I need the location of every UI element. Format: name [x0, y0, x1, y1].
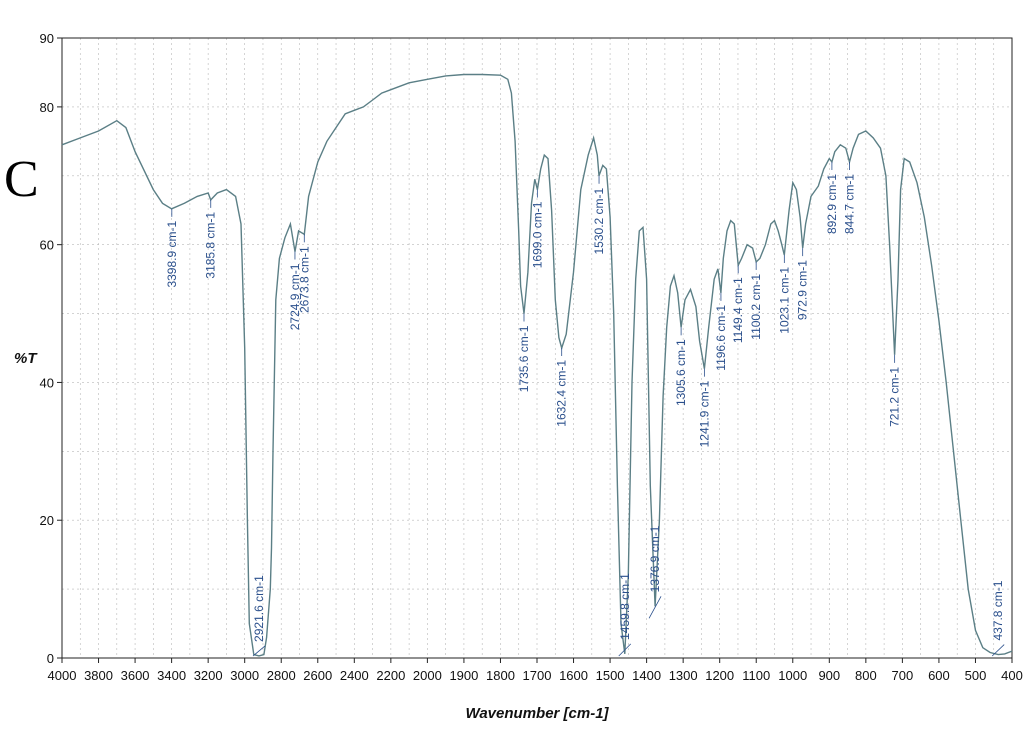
peak-marker: [648, 596, 662, 619]
x-tick-label: 1300: [669, 668, 698, 683]
peak-label: 1100.2 cm-1: [749, 274, 763, 340]
y-tick-label: 60: [40, 238, 54, 253]
x-tick-label: 3200: [194, 668, 223, 683]
x-tick-label: 2800: [267, 668, 296, 683]
peak-marker: [618, 643, 632, 657]
x-tick-label: 800: [855, 668, 877, 683]
x-tick-label: 3000: [230, 668, 259, 683]
x-tick-label: 1800: [486, 668, 515, 683]
peak-annotation: 1459.8 cm-1: [618, 573, 632, 657]
x-tick-label: 4000: [48, 668, 77, 683]
x-tick-label: 2600: [303, 668, 332, 683]
peak-annotation: 1305.6 cm-1: [674, 327, 688, 406]
peak-marker: [991, 644, 1005, 657]
peak-annotation: 1632.4 cm-1: [555, 348, 569, 427]
peak-marker: [252, 645, 266, 657]
peak-label: 1196.6 cm-1: [714, 305, 728, 371]
x-tick-label: 3800: [84, 668, 113, 683]
peak-label: 1376.9 cm-1: [648, 525, 662, 592]
peak-annotation: 844.7 cm-1: [843, 162, 857, 234]
x-tick-label: 2200: [376, 668, 405, 683]
peak-label: 1699.0 cm-1: [530, 201, 544, 268]
peak-label: 1530.2 cm-1: [592, 187, 606, 254]
peak-label: 1023.1 cm-1: [777, 267, 791, 334]
peak-annotation: 972.9 cm-1: [796, 248, 810, 320]
peak-annotation: 1530.2 cm-1: [592, 175, 606, 254]
x-tick-label: 1400: [632, 668, 661, 683]
x-tick-label: 1500: [596, 668, 625, 683]
peak-annotation: 721.2 cm-1: [888, 354, 902, 427]
x-axis-ticks: 4000 3800 3600 3400 3200 3000 2800 2600 2400 2200…: [48, 658, 1023, 683]
x-tick-label: 900: [818, 668, 840, 683]
peak-annotation: 3185.8 cm-1: [204, 199, 218, 279]
x-tick-label: 600: [928, 668, 950, 683]
peak-label: 972.9 cm-1: [796, 260, 810, 320]
x-tick-label: 2400: [340, 668, 369, 683]
peak-annotation: 1735.6 cm-1: [517, 313, 531, 392]
peak-annotation: 3398.9 cm-1: [165, 208, 179, 288]
peak-label: 3185.8 cm-1: [204, 212, 218, 279]
x-tick-label: 3600: [121, 668, 150, 683]
peak-annotation: 2921.6 cm-1: [252, 575, 266, 657]
peak-label: 844.7 cm-1: [843, 174, 857, 234]
x-tick-label: 400: [1001, 668, 1023, 683]
x-tick-label: 1000: [778, 668, 807, 683]
peak-label: 1459.8 cm-1: [618, 573, 632, 640]
peak-label: 3398.9 cm-1: [165, 221, 179, 288]
x-tick-label: 1600: [559, 668, 588, 683]
peak-label: 1632.4 cm-1: [555, 360, 569, 427]
peak-label: 2921.6 cm-1: [252, 575, 266, 642]
x-tick-label: 1700: [523, 668, 552, 683]
y-axis-title: %T: [14, 350, 38, 367]
peak-label: 437.8 cm-1: [991, 580, 1005, 640]
peak-label: 1305.6 cm-1: [674, 339, 688, 406]
y-tick-label: 20: [40, 513, 54, 528]
x-tick-label: 700: [892, 668, 914, 683]
x-tick-label: 1200: [705, 668, 734, 683]
peak-label: 1735.6 cm-1: [517, 325, 531, 392]
peak-label: 2724.9 cm-1: [288, 263, 302, 330]
x-axis-title: Wavenumber [cm-1]: [465, 705, 609, 722]
peak-annotation: 2673.8 cm-1: [297, 234, 311, 313]
x-tick-label: 3400: [157, 668, 186, 683]
y-tick-label: 80: [40, 100, 54, 115]
x-tick-label: 1100: [742, 668, 770, 683]
peak-label: 1149.4 cm-1: [731, 277, 745, 343]
y-tick-label: 0: [47, 651, 54, 666]
y-tick-label: 90: [40, 31, 54, 46]
peak-label: 721.2 cm-1: [888, 367, 902, 427]
x-tick-label: 2000: [413, 668, 442, 683]
peak-annotation: 437.8 cm-1: [991, 580, 1005, 657]
y-axis-ticks: 0 20 40 60 80 90: [40, 31, 62, 666]
peak-annotation: 1196.6 cm-1: [714, 292, 728, 371]
panel-letter: C: [4, 151, 39, 208]
y-tick-label: 40: [40, 375, 54, 390]
peak-annotations: 3398.9 cm-1 3185.8 cm-1 2921.6 cm-1 2724.9 …: [165, 162, 1005, 657]
peak-label: 892.9 cm-1: [825, 174, 839, 234]
peak-annotation: 1023.1 cm-1: [777, 255, 791, 334]
peak-annotation: 892.9 cm-1: [825, 162, 839, 234]
peak-annotation: 1100.2 cm-1: [749, 261, 763, 340]
peak-annotation: 1699.0 cm-1: [530, 189, 544, 268]
grid: [61, 38, 1013, 658]
peak-annotation: 2724.9 cm-1: [288, 251, 302, 330]
peak-label: 1241.9 cm-1: [697, 380, 711, 447]
peak-annotation: 1149.4 cm-1: [731, 265, 745, 343]
spectrum-line: [61, 73, 1013, 657]
x-tick-label: 1900: [449, 668, 478, 683]
peak-label: 2673.8 cm-1: [297, 246, 311, 313]
peak-annotation: 1376.9 cm-1: [648, 525, 662, 619]
peak-annotation: 1241.9 cm-1: [697, 368, 711, 447]
x-tick-label: 500: [965, 668, 987, 683]
